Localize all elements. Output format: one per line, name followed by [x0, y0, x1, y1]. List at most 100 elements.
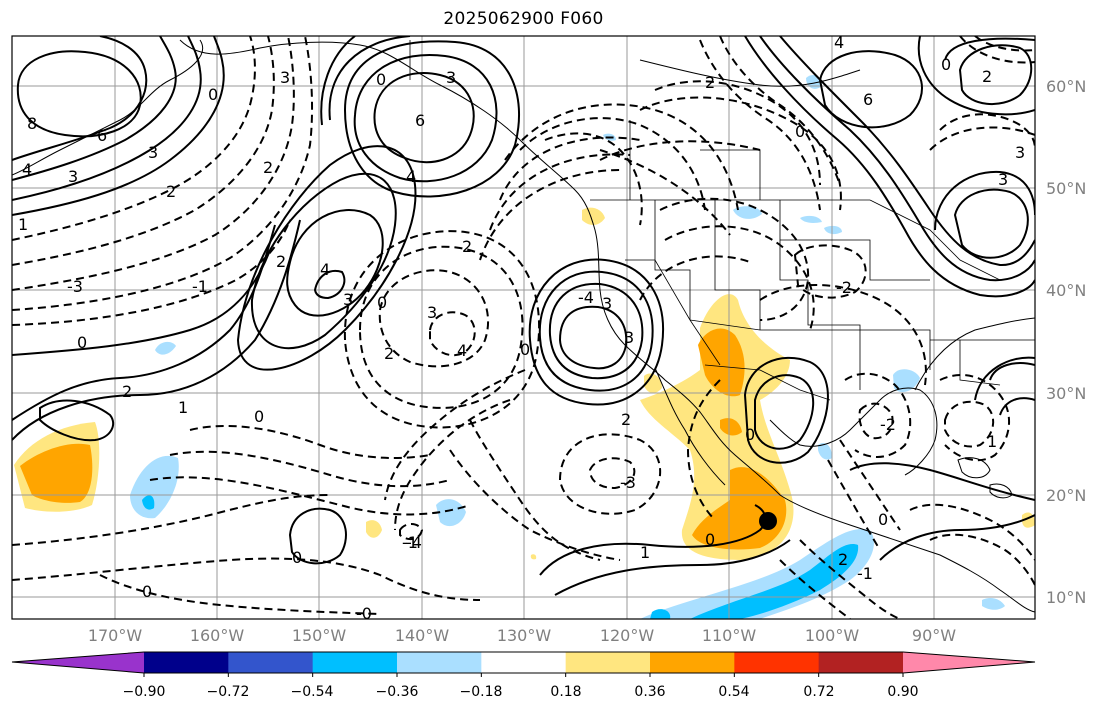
contour-label: 0 — [520, 340, 530, 359]
colorbar-tick-label: −0.54 — [290, 684, 334, 700]
lat-label: 50°N — [1046, 179, 1087, 198]
contour-label: 4 — [320, 260, 330, 279]
colorbar-segment — [565, 652, 651, 673]
contour-label: 3 — [446, 68, 456, 87]
colorbar-segment — [312, 652, 398, 673]
contours-solid — [12, 36, 1035, 596]
contour-label: 3 — [602, 294, 612, 313]
contour-label: 3 — [427, 303, 437, 322]
lon-label: 110°W — [701, 626, 757, 645]
contour-label: 0 — [795, 122, 805, 141]
contour-label: -3 — [620, 473, 636, 492]
contour-label: 2 — [621, 410, 631, 429]
contour-label: 1 — [640, 543, 650, 562]
contour-label: -2 — [880, 415, 896, 434]
contour-label: 3 — [280, 68, 290, 87]
contour-label: -4 — [578, 288, 594, 307]
lon-label: 90°W — [911, 626, 957, 645]
contour-label: 0 — [377, 293, 387, 312]
colorbar-tick-label: −0.90 — [122, 684, 166, 700]
contour-label: 2 — [462, 237, 472, 256]
contour-label: 0 — [745, 425, 755, 444]
contour-label: 1 — [18, 215, 28, 234]
lat-label: 20°N — [1046, 486, 1087, 505]
contour-label: -0 — [356, 604, 372, 623]
contour-label: 2 — [276, 252, 286, 271]
colorbar — [11, 651, 1036, 677]
lat-label: 60°N — [1046, 77, 1087, 96]
contour-label: 0 — [142, 582, 152, 601]
contour-label: 3 — [1015, 143, 1025, 162]
contour-label: -1 — [857, 564, 873, 583]
contour-label: 4 — [457, 341, 467, 360]
contour-label: -2 — [836, 278, 852, 297]
contour-label: 2 — [122, 382, 132, 401]
contour-label: -1 — [402, 533, 418, 552]
contour-label: 4 — [406, 167, 416, 186]
contour-label: 3 — [998, 170, 1008, 189]
contour-label: 3 — [148, 143, 158, 162]
contour-label: 3 — [624, 328, 634, 347]
colorbar-tick-label: 0.72 — [803, 684, 835, 700]
contour-label: 0 — [376, 70, 386, 89]
contour-label: 1 — [987, 432, 997, 451]
contour-label: 2 — [838, 550, 848, 569]
contour-label: -1 — [192, 277, 208, 296]
contour-label: 0 — [77, 333, 87, 352]
colorbar-segment — [650, 652, 735, 673]
lon-label: 100°W — [804, 626, 860, 645]
colorbar-segment — [481, 652, 567, 673]
colorbar-segment — [818, 652, 904, 673]
contour-label: 6 — [415, 111, 425, 130]
colorbar-segment — [734, 652, 820, 673]
colorbar-tick-label: −0.72 — [206, 684, 250, 700]
contour-label: 2 — [263, 158, 273, 177]
colorbar-tick-label: 0.36 — [634, 684, 666, 700]
lon-label: 150°W — [291, 626, 347, 645]
contour-label: 2 — [166, 182, 176, 201]
contour-label: -4 — [406, 533, 422, 552]
contour-label: 0 — [292, 548, 302, 567]
map-title: 2025062900 F060 — [443, 9, 604, 29]
colorbar-extend-max — [903, 652, 1035, 673]
colorbar-segment — [144, 652, 229, 673]
colorbar-segment — [228, 652, 314, 673]
contour-label: -3 — [67, 277, 83, 296]
contour-label: 2 — [705, 73, 715, 92]
colorbar-extend-min — [12, 652, 144, 673]
lon-label: 120°W — [599, 626, 655, 645]
contour-label: 6 — [97, 126, 107, 145]
lon-label: 170°W — [87, 626, 143, 645]
colorbar-tick-label: 0.18 — [550, 684, 582, 700]
lon-label: 140°W — [394, 626, 450, 645]
lon-label: 130°W — [496, 626, 552, 645]
contours-dashed — [12, 36, 1035, 619]
contour-label: 4 — [834, 33, 844, 52]
contour-labels: 8 6 4 3 3 2 1 0 6 4 3 2 4 3 3 0 2 3 4 0 … — [18, 33, 1025, 623]
contour-label: 0 — [208, 85, 218, 104]
colorbar-tick-label: −0.36 — [375, 684, 419, 700]
lat-label: 40°N — [1046, 281, 1087, 300]
lon-label: 160°W — [189, 626, 245, 645]
contour-label: 6 — [863, 90, 873, 109]
contour-label: 8 — [27, 114, 37, 133]
lat-lon-grid — [12, 36, 1035, 619]
colorbar-segment — [397, 652, 482, 673]
coastlines — [12, 39, 1035, 613]
lat-label: 30°N — [1046, 384, 1087, 403]
contour-label: 2 — [384, 344, 394, 363]
colorbar-tick-label: 0.54 — [718, 684, 750, 700]
contour-label: 3 — [68, 167, 78, 186]
contour-label: 0 — [941, 55, 951, 74]
contour-label: 4 — [22, 160, 32, 179]
contour-label: 0 — [705, 530, 715, 549]
colorbar-tick-label: −0.18 — [459, 684, 503, 700]
contour-label: 0 — [878, 510, 888, 529]
location-marker — [759, 512, 777, 530]
contour-label: 3 — [343, 290, 353, 309]
colorbar-tick-label: 0.90 — [887, 684, 919, 700]
contour-label: 1 — [178, 398, 188, 417]
shading-positive — [14, 207, 1035, 560]
contour-label: 2 — [982, 67, 992, 86]
